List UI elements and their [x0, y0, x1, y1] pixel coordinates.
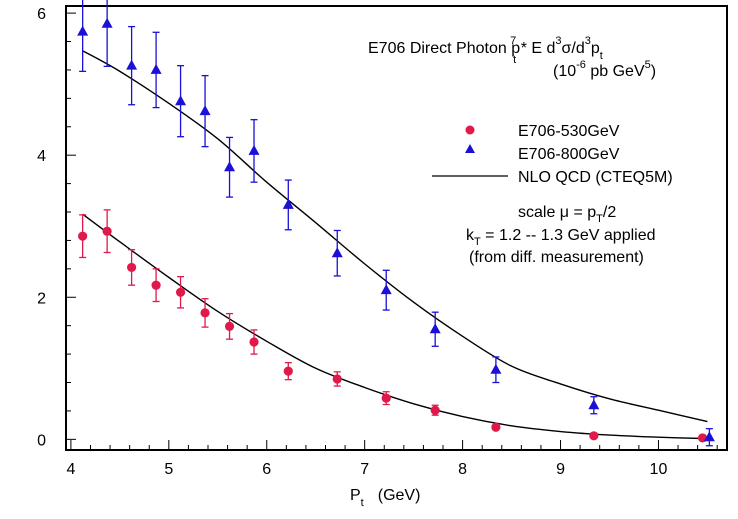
- nlo-curve-800: [82, 50, 708, 423]
- point-530gev: [78, 231, 88, 241]
- y-tick-label: 6: [37, 6, 46, 23]
- nlo-curve-530: [82, 213, 708, 440]
- x-tick-label: 5: [164, 461, 173, 478]
- legend-label-530: E706-530GeV: [518, 123, 620, 140]
- point-530gev: [249, 337, 259, 347]
- legend-label-800: E706-800GeV: [518, 146, 620, 163]
- y-tick-label: 4: [37, 148, 46, 165]
- point-800gev: [331, 247, 343, 258]
- note-diff: (from diff. measurement): [469, 249, 644, 266]
- chart-title-line1: E706 Direct Photon p t7 * E d3σ/d3pt: [368, 35, 603, 66]
- x-axis-label: Pt (GeV): [350, 487, 420, 509]
- point-530gev: [430, 405, 440, 415]
- x-tick-label: 4: [66, 461, 75, 478]
- note-kt: kT = 1.2 -- 1.3 GeV applied: [466, 227, 656, 248]
- chart-title-line2: (10-6 pb GeV5): [553, 59, 656, 80]
- point-530gev: [589, 431, 599, 441]
- legend-label-nlo: NLO QCD (CTEQ5M): [518, 169, 673, 186]
- point-530gev: [151, 280, 161, 290]
- point-800gev: [282, 198, 294, 209]
- point-530gev: [127, 262, 137, 273]
- point-800gev: [429, 323, 441, 334]
- data-points: [77, 0, 715, 447]
- legend-circle-marker: [465, 125, 475, 135]
- point-800gev: [199, 105, 211, 116]
- point-530gev: [381, 393, 391, 403]
- point-800gev: [150, 63, 162, 74]
- point-800gev: [248, 144, 260, 155]
- x-tick-label: 7: [360, 461, 369, 478]
- y-tick-label: 0: [37, 432, 46, 449]
- point-800gev: [588, 399, 600, 410]
- point-800gev: [380, 284, 392, 295]
- point-800gev: [126, 59, 138, 70]
- legend-triangle-marker: [465, 144, 475, 153]
- point-800gev: [77, 25, 89, 36]
- legend: E706-530GeV E706-800GeV NLO QCD (CTEQ5M): [432, 123, 673, 186]
- x-tick-label: 9: [556, 461, 565, 478]
- nlo-curves: [82, 50, 708, 440]
- note-scale: scale μ = pT/2: [518, 204, 616, 225]
- point-800gev: [175, 95, 187, 106]
- point-530gev: [175, 287, 186, 297]
- x-tick-label: 6: [262, 461, 271, 478]
- x-tick-label: 10: [650, 461, 668, 478]
- x-tick-label: 8: [458, 461, 467, 478]
- point-800gev: [703, 431, 715, 442]
- y-tick-label: 2: [37, 290, 46, 307]
- point-530gev: [102, 226, 112, 236]
- point-530gev: [200, 308, 210, 318]
- axis-ticks: [66, 12, 718, 450]
- point-530gev: [283, 366, 293, 376]
- point-530gev: [224, 321, 235, 331]
- point-530gev: [332, 374, 342, 384]
- plot-frame: [65, 5, 728, 451]
- axis-tick-labels: 4 5 6 7 8 9 10 0 2 4 6: [37, 6, 667, 478]
- point-800gev: [224, 161, 236, 172]
- point-530gev: [491, 422, 501, 432]
- point-800gev: [101, 17, 113, 28]
- point-800gev: [490, 363, 502, 374]
